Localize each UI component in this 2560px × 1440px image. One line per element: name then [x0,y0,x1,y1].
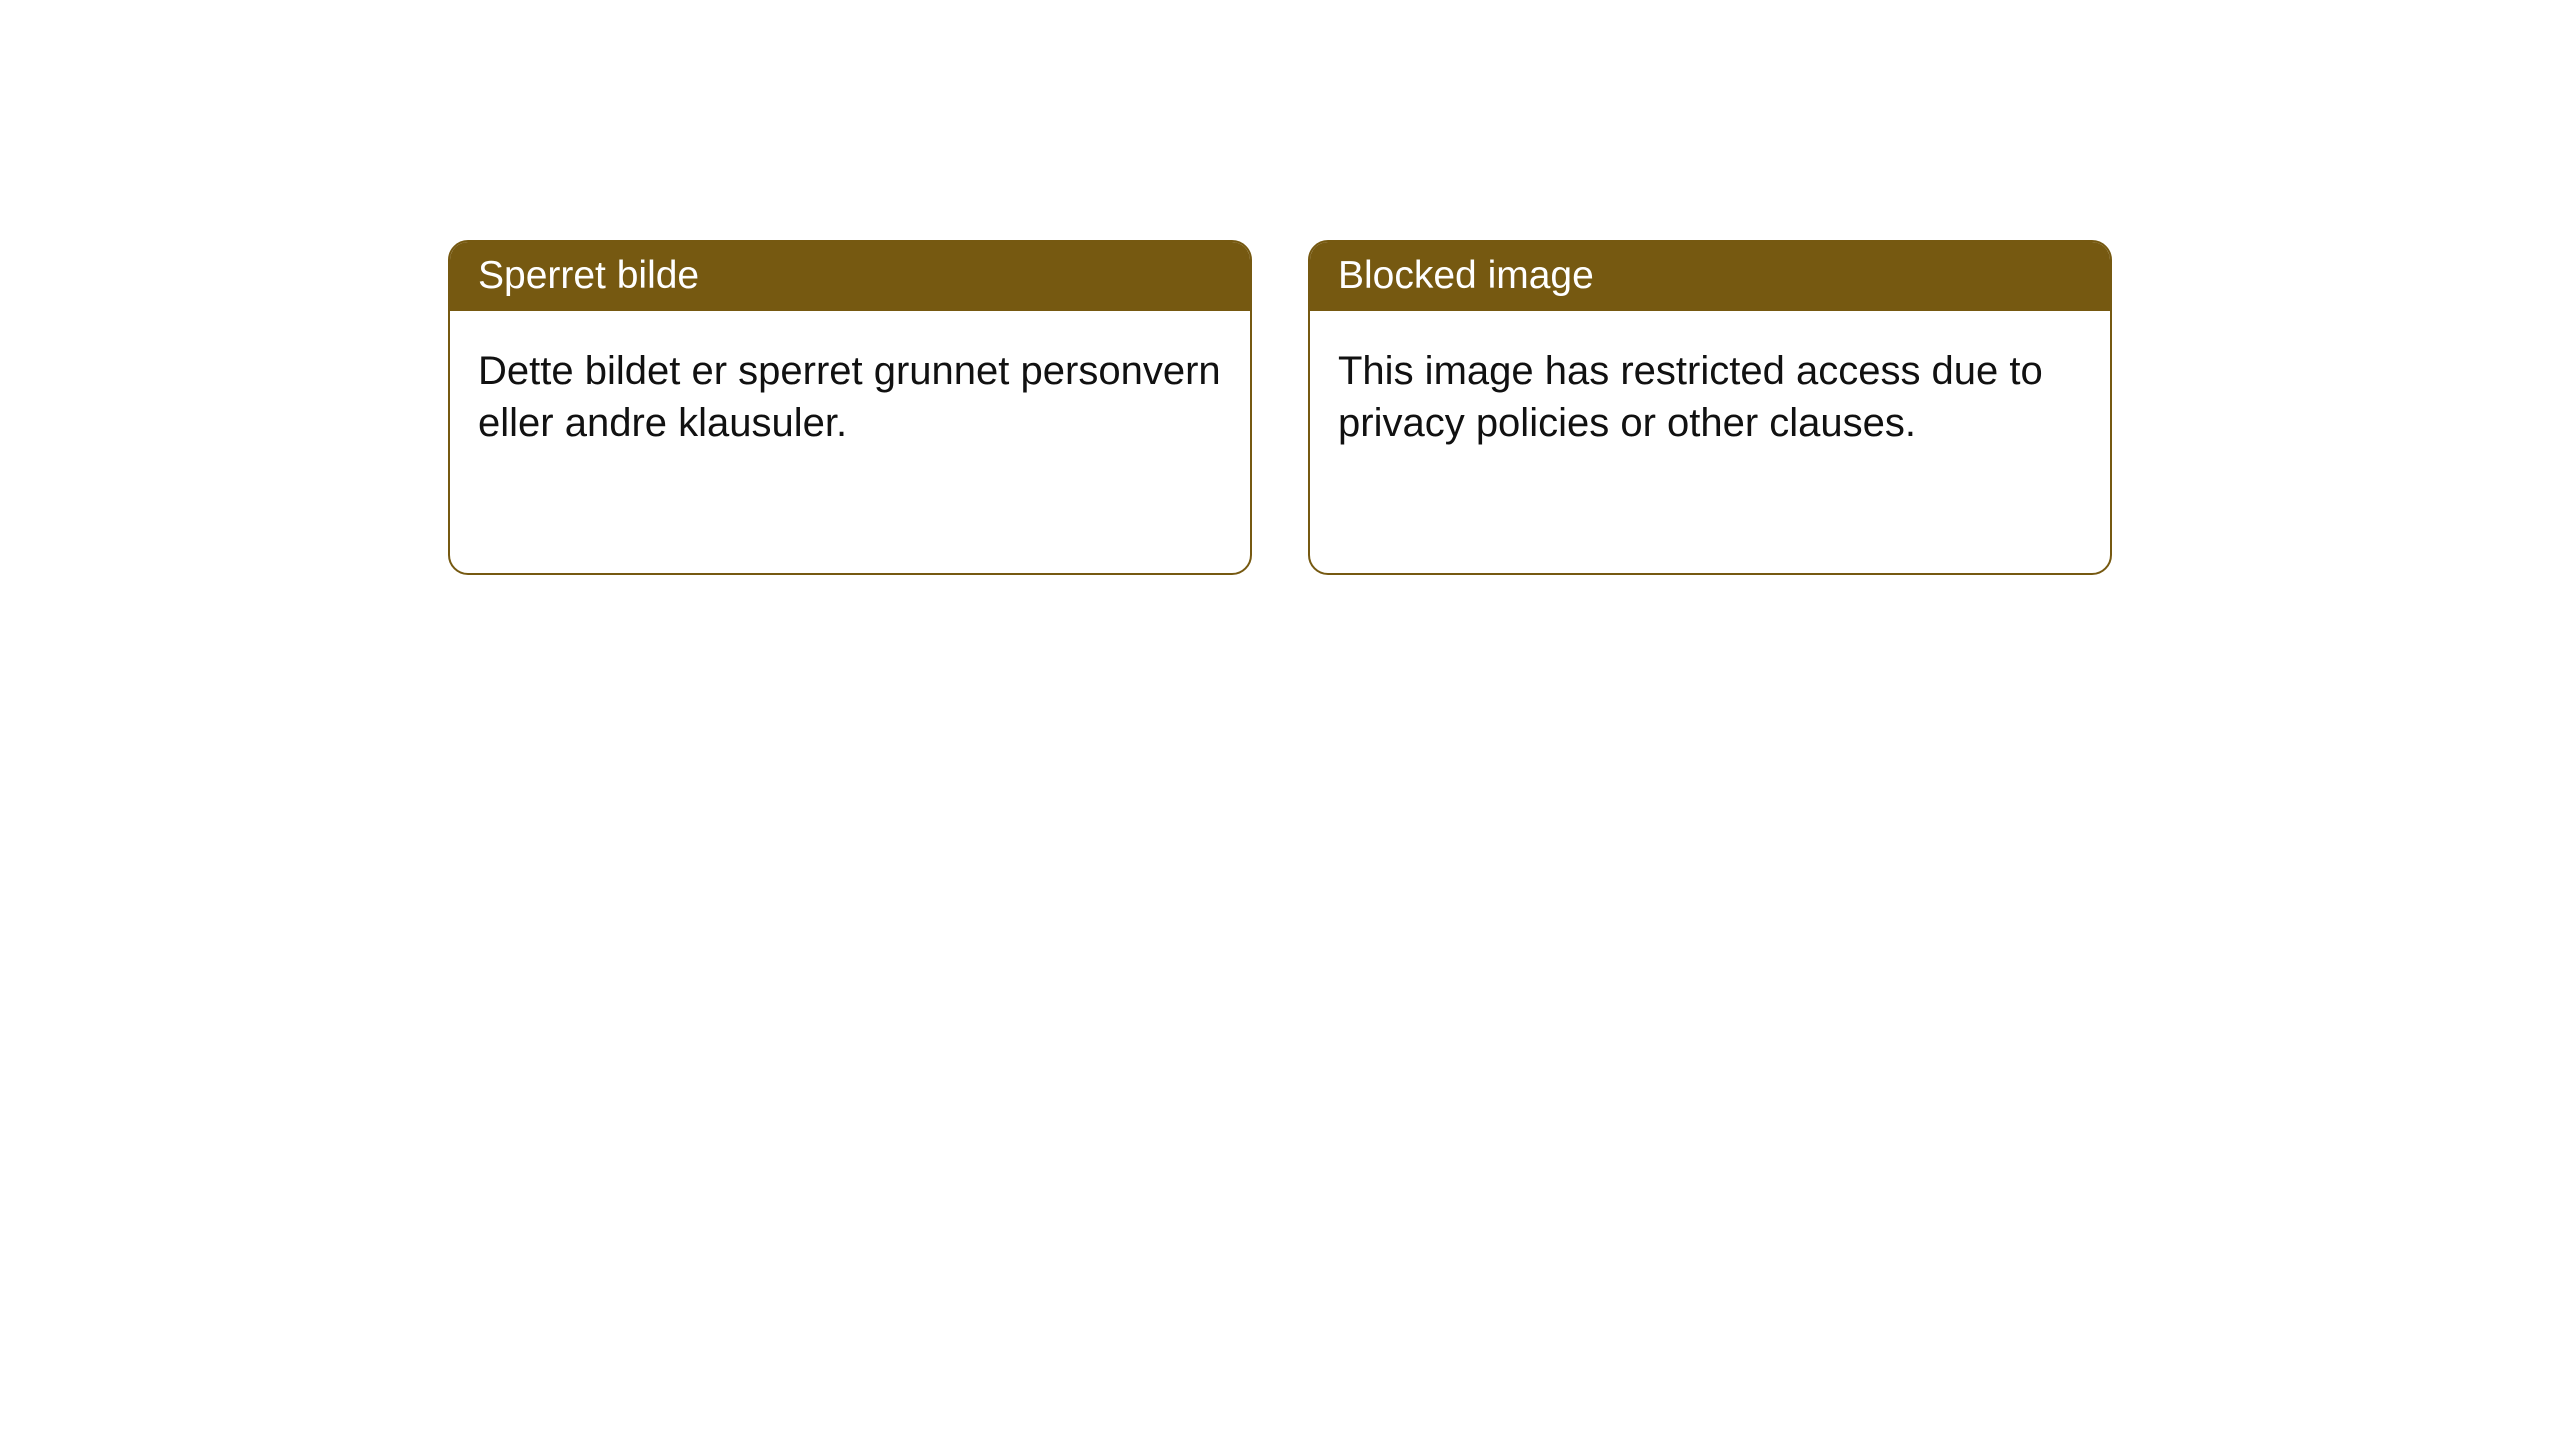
blocked-image-card-en: Blocked image This image has restricted … [1308,240,2112,575]
notice-cards-row: Sperret bilde Dette bildet er sperret gr… [0,0,2560,575]
blocked-image-card-no: Sperret bilde Dette bildet er sperret gr… [448,240,1252,575]
card-title-no: Sperret bilde [450,242,1250,311]
card-body-en: This image has restricted access due to … [1310,311,2110,483]
card-body-no: Dette bildet er sperret grunnet personve… [450,311,1250,483]
card-title-en: Blocked image [1310,242,2110,311]
